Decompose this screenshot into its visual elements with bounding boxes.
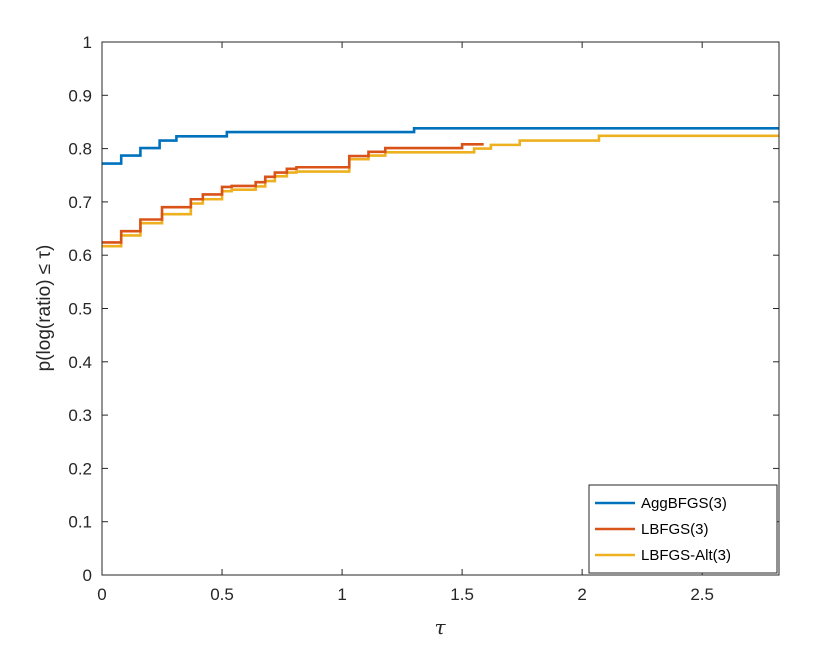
y-tick-label: 0.2: [68, 459, 92, 478]
x-tick-label: 0: [97, 585, 106, 604]
series-line-3: [102, 134, 779, 248]
y-axis-label: p(log(ratio) ≤ τ): [34, 245, 55, 372]
y-tick-label: 0.9: [68, 86, 92, 105]
y-tick-label: 0.3: [68, 406, 92, 425]
y-tick-label: 0.6: [68, 246, 92, 265]
legend-label: AggBFGS(3): [641, 495, 727, 512]
legend: AggBFGS(3) LBFGS(3) LBFGS-Alt(3): [588, 484, 778, 574]
ticks-layer: 0 0.5 1 1.5 2 2.5 0 0.1 0.2 0.3 0.4 0.5 0.6 0.7 0.8 0.9…: [68, 33, 779, 604]
x-tick-label: 1.5: [450, 585, 474, 604]
y-tick-label: 0.5: [68, 300, 92, 319]
x-tick-label: 1: [337, 585, 346, 604]
series-line-1: [102, 127, 779, 165]
y-tick-label: 0: [83, 566, 92, 585]
x-axis-label: τ: [434, 615, 446, 639]
legend-label: LBFGS-Alt(3): [641, 547, 731, 564]
series-layer: [102, 127, 779, 248]
y-tick-label: 0.8: [68, 140, 92, 159]
y-tick-label: 0.7: [68, 193, 92, 212]
x-tick-label: 2.5: [690, 585, 714, 604]
legend-label: LBFGS(3): [641, 521, 709, 538]
series-line-2: [102, 143, 484, 244]
x-tick-label: 0.5: [210, 585, 234, 604]
y-tick-label: 1: [83, 33, 92, 52]
y-tick-label: 0.4: [68, 353, 92, 372]
x-tick-label: 2: [577, 585, 586, 604]
y-tick-label: 0.1: [68, 513, 92, 532]
